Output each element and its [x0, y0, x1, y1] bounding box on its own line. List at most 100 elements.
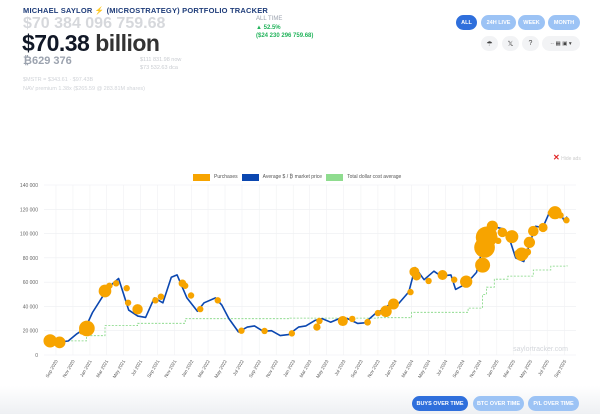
x-tick-label: May 2021 [112, 359, 127, 379]
y-tick-label: 120 000 [20, 207, 38, 213]
purchase-bubble [132, 304, 143, 315]
help-icon: ? [528, 40, 533, 47]
performance-gain: ($24 230 296 759.68) [256, 33, 314, 39]
legend-purchases[interactable]: Purchases [214, 174, 238, 180]
purchase-bubble [437, 270, 448, 280]
legend-swatch-price [241, 174, 259, 181]
hide-ads-link[interactable]: ✕ Hide ads [553, 153, 581, 164]
x-tick-label: Sep 2024 [452, 359, 466, 379]
purchase-bubble [43, 334, 57, 348]
tab-all[interactable]: ALL [456, 15, 477, 30]
purchase-bubble [261, 327, 268, 335]
x-tick-label: Jul 2023 [333, 359, 346, 377]
tab-24h-live[interactable]: 24H LIVE [481, 15, 516, 30]
y-tick-label: 20 000 [23, 329, 39, 335]
y-tick-label: 0 [35, 353, 38, 359]
x-tick-label: May 2025 [519, 359, 534, 379]
theme-icon: ☂ [486, 40, 493, 48]
mstr-info: $MSTR = $343.61 · $97.43B [23, 77, 94, 83]
buys-over-time-button[interactable]: BUYS OVER TIME [412, 396, 468, 411]
btc-over-time-button[interactable]: BTC OVER TIME [473, 396, 524, 411]
page-title: MICHAEL SAYLOR ⚡ (MICROSTRATEGY) PORTFOL… [23, 6, 268, 15]
purchase-bubble [288, 330, 296, 337]
y-tick-label: 40 000 [23, 304, 39, 310]
purchase-bubble [157, 293, 165, 300]
language-selector[interactable]: ·· ▦ ▣ ▾ [542, 36, 580, 51]
language-flags-icon: ·· ▦ ▣ ▾ [550, 40, 572, 47]
purchase-bubble [123, 285, 130, 292]
purchase-bubble [407, 288, 414, 296]
x-logo-icon: 𝕏 [507, 40, 514, 48]
value-amount: $70.38 [22, 30, 90, 56]
watermark: saylortracker.com [513, 346, 568, 353]
legend-price[interactable]: Average $ / ₿ market price [262, 174, 323, 180]
purchase-bubble [112, 280, 120, 287]
btc-holdings: ₿629 376 [23, 55, 72, 67]
help-button[interactable]: ? [522, 36, 539, 51]
purchase-bubble [197, 305, 204, 313]
purchase-bubble [505, 230, 519, 244]
x-tick-label: Mar 2025 [502, 359, 516, 379]
lightning-icon: ⚡ [92, 6, 107, 15]
x-tick-label: May 2024 [417, 359, 432, 379]
purchase-bubble [313, 323, 321, 331]
x-tick-label: Nov 2021 [163, 359, 177, 379]
x-tick-label: Nov 2020 [62, 359, 76, 379]
value-unit: billion [95, 30, 160, 56]
purchase-bubble [387, 298, 399, 310]
x-tick-label: Sep 2023 [350, 359, 364, 379]
x-tick-label: Sep 2025 [553, 359, 567, 379]
x-tick-label: Mar 2024 [400, 359, 414, 379]
btc-dca: $73 532.63 dca [140, 65, 178, 71]
x-tick-label: Mar 2022 [197, 359, 211, 379]
purchase-bubble [486, 220, 498, 232]
purchase-bubble [497, 227, 508, 238]
theme-button[interactable]: ☂ [481, 36, 498, 51]
portfolio-value: $70.38 billion [22, 30, 160, 56]
tab-week[interactable]: WEEK [518, 15, 545, 30]
purchase-bubble [53, 336, 66, 349]
y-tick-label: 60 000 [23, 280, 39, 286]
performance-percent: ▲ 52.5% [256, 25, 281, 31]
x-tick-label: Sep 2021 [146, 359, 160, 379]
purchase-bubble [187, 292, 195, 299]
purchase-bubble [316, 317, 323, 325]
nav-premium: NAV premium 1.38x ($265.59 @ 283.81M sha… [23, 86, 145, 92]
x-tick-label: Jan 2022 [181, 359, 195, 378]
x-share-button[interactable]: 𝕏 [502, 36, 519, 51]
purchase-bubble [152, 297, 159, 304]
x-tick-label: May 2022 [213, 359, 228, 379]
y-tick-label: 80 000 [23, 256, 39, 262]
full-portfolio-value: $70 384 096 759.68 [23, 15, 166, 32]
purchase-bubble [451, 276, 458, 283]
chart-legend: Purchases Average $ / ₿ market price Tot… [193, 174, 401, 181]
close-icon: ✕ [553, 153, 560, 162]
hide-ads-label: Hide ads [561, 156, 581, 162]
x-tick-label: Jul 2021 [130, 359, 143, 377]
x-tick-label: Nov 2023 [367, 359, 381, 379]
purchase-bubble [364, 318, 371, 326]
purchase-bubble [475, 257, 491, 273]
x-tick-label: Sep 2020 [45, 359, 59, 379]
legend-dca[interactable]: Total dollar cost average [347, 174, 402, 180]
purchase-bubble [495, 237, 502, 245]
purchase-bubble [181, 282, 189, 289]
x-tick-label: Jul 2025 [537, 359, 550, 377]
btc-price-now: $111 831.98 now [140, 57, 182, 63]
purchase-bubble [374, 309, 382, 317]
purchase-bubble [425, 277, 432, 285]
x-tick-label: Jan 2021 [79, 359, 93, 378]
purchase-bubble [349, 315, 356, 323]
purchase-bubble [337, 315, 348, 327]
x-tick-label: Jan 2024 [384, 359, 398, 378]
purchase-bubble [214, 297, 221, 304]
purchase-bubble [563, 217, 570, 224]
pl-over-time-button[interactable]: P/L OVER TIME [528, 396, 579, 411]
legend-swatch-purchases [193, 174, 210, 181]
legend-swatch-dca [326, 174, 344, 181]
purchase-bubble [124, 299, 132, 306]
x-tick-label: Jan 2023 [282, 359, 296, 378]
x-tick-label: Jan 2025 [486, 359, 500, 378]
tab-month[interactable]: MONTH [548, 15, 580, 30]
